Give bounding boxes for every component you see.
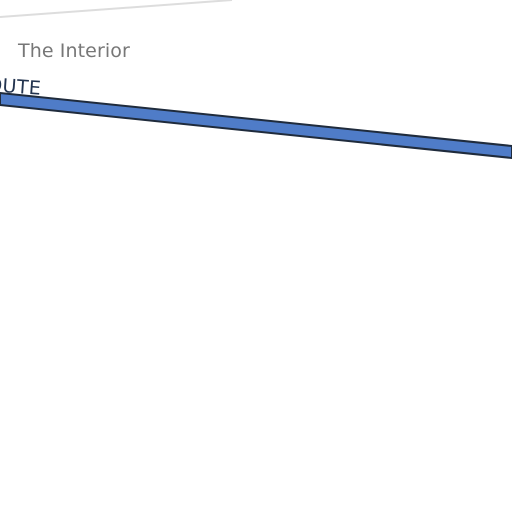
route-line[interactable]	[0, 91, 512, 160]
boundary-line	[0, 0, 233, 18]
place-label: The Interior	[18, 40, 130, 62]
route-label: OUTE	[0, 74, 42, 100]
